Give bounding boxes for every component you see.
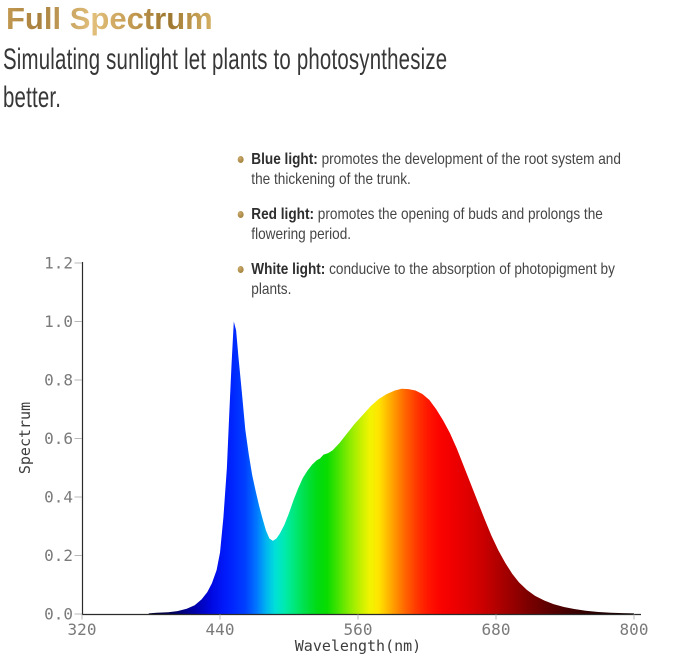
- bullet-body: promotes the development of the root sys…: [251, 151, 621, 188]
- bullet-body: promotes the opening of buds and prolong…: [251, 206, 603, 243]
- bullet-label: White light:: [251, 261, 326, 278]
- list-item-blue-light: Blue light: promotes the development of …: [236, 150, 636, 190]
- spectrum-chart-svg: 0.0 0.2 0.4 0.6 0.8 1.0 1.2 320 440 560 680 800 Wav…: [16, 254, 649, 655]
- y-tick-label: 1.0: [44, 312, 73, 331]
- list-item-red-light: Red light: promotes the opening of buds …: [236, 205, 636, 245]
- x-tick-label: 320: [68, 620, 97, 639]
- y-tick-label: 0.8: [44, 371, 73, 390]
- x-tick-label: 800: [620, 620, 649, 639]
- x-tick-label: 440: [206, 620, 235, 639]
- bullet-dot-icon: [237, 211, 244, 218]
- spectrum-curve: [148, 321, 634, 614]
- light-benefits-list: Blue light: promotes the development of …: [236, 150, 636, 315]
- bullet-text: Red light: promotes the opening of buds …: [251, 205, 635, 245]
- y-tick-label: 0.4: [44, 488, 73, 507]
- list-item-white-light: White light: conducive to the absorption…: [236, 260, 636, 300]
- bullet-label: Blue light:: [251, 151, 318, 168]
- bullet-label: Red light:: [251, 206, 315, 223]
- bullet-dot-icon: [237, 156, 244, 163]
- x-axis-label: Wavelength(nm): [295, 637, 421, 655]
- bullet-body: conducive to the absorption of photopigm…: [251, 261, 615, 298]
- page-title: Full Spectrum: [6, 1, 213, 36]
- y-tick-label: 0.0: [44, 605, 73, 624]
- bullet-text: White light: conducive to the absorption…: [251, 260, 635, 300]
- x-tick-label: 560: [344, 620, 373, 639]
- spectrum-chart: 0.0 0.2 0.4 0.6 0.8 1.0 1.2 320 440 560 680 800 Wav…: [0, 250, 679, 655]
- y-axis-label: Spectrum: [16, 402, 34, 474]
- bullet-text: Blue light: promotes the development of …: [251, 150, 635, 190]
- x-tick-label: 680: [482, 620, 511, 639]
- subtitle-line2: better.: [3, 80, 62, 114]
- subtitle: Simulating sunlight let plants to photos…: [3, 41, 447, 116]
- y-tick-label: 0.2: [44, 546, 73, 565]
- y-tick-label: 0.6: [44, 429, 73, 448]
- subtitle-line1: Simulating sunlight let plants to photos…: [3, 43, 448, 76]
- bullet-dot-icon: [237, 266, 244, 273]
- y-tick-label: 1.2: [44, 254, 73, 273]
